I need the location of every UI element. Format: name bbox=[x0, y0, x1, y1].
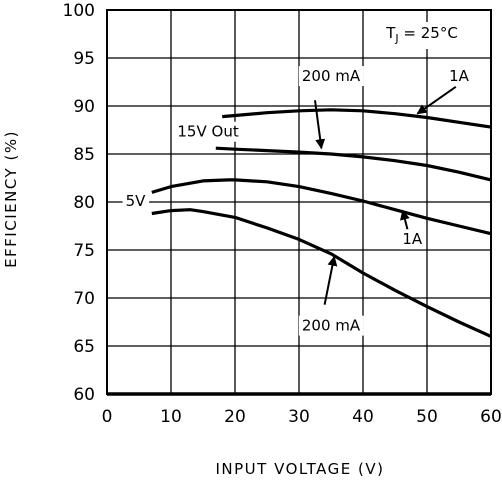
y-tick-label: 80 bbox=[73, 193, 95, 213]
y-tick-label: 100 bbox=[63, 1, 95, 21]
x-tick-labels: 0 10 20 30 40 50 60 bbox=[102, 407, 502, 427]
x-tick-label: 20 bbox=[224, 407, 246, 427]
y-tick-label: 70 bbox=[73, 289, 95, 309]
x-tick-label: 50 bbox=[416, 407, 438, 427]
y-tick-label: 85 bbox=[73, 145, 95, 165]
series-line-1 bbox=[222, 108, 492, 129]
x-tick-label: 10 bbox=[160, 407, 182, 427]
annotation-background bbox=[174, 121, 242, 142]
y-tick-label: 75 bbox=[73, 241, 95, 261]
y-axis-label: EFFICIENCY (%) bbox=[2, 130, 20, 268]
annotation-5v: 5V bbox=[126, 192, 147, 210]
annotation-200ma-bottom: 200 mA bbox=[302, 317, 361, 335]
x-tick-label: 30 bbox=[288, 407, 310, 427]
x-axis-label: INPUT VOLTAGE (V) bbox=[215, 460, 384, 478]
series-lines bbox=[151, 108, 492, 338]
series-line-2 bbox=[215, 146, 492, 182]
annotations: 200 mA 1A 15V Out 5V 1A 200 mA bbox=[122, 66, 473, 336]
annotation-arrow bbox=[416, 85, 457, 115]
y-tick-label: 95 bbox=[73, 49, 95, 69]
x-tick-label: 40 bbox=[352, 407, 374, 427]
series-line-3 bbox=[151, 178, 492, 236]
annotation-1a-top: 1A bbox=[449, 67, 470, 85]
annotation-background bbox=[446, 66, 473, 87]
annotation-arrows bbox=[314, 85, 457, 305]
series-line-4 bbox=[151, 208, 492, 338]
tj-label-background bbox=[379, 22, 464, 49]
annotation-arrow bbox=[314, 100, 326, 150]
annotation-background bbox=[122, 190, 150, 211]
axes bbox=[106, 9, 492, 396]
x-tick-label: 60 bbox=[480, 407, 502, 427]
annotation-arrow bbox=[323, 255, 338, 305]
x-tick-label: 0 bbox=[102, 407, 113, 427]
y-tick-labels: 60 65 70 75 80 85 90 95 100 bbox=[63, 1, 95, 405]
annotation-200ma-top: 200 mA bbox=[302, 67, 361, 85]
annotation-15v-out: 15V Out bbox=[177, 123, 238, 141]
annotation-1a-bottom: 1A bbox=[402, 230, 423, 248]
annotation-background bbox=[399, 229, 426, 250]
annotation-arrow bbox=[400, 209, 410, 232]
junction-temperature-label: TJ = 25°C bbox=[385, 24, 458, 45]
annotation-background bbox=[298, 66, 364, 87]
annotation-background bbox=[298, 315, 364, 336]
y-tick-label: 65 bbox=[73, 337, 95, 357]
y-tick-label: 60 bbox=[73, 385, 95, 405]
y-tick-label: 90 bbox=[73, 97, 95, 117]
